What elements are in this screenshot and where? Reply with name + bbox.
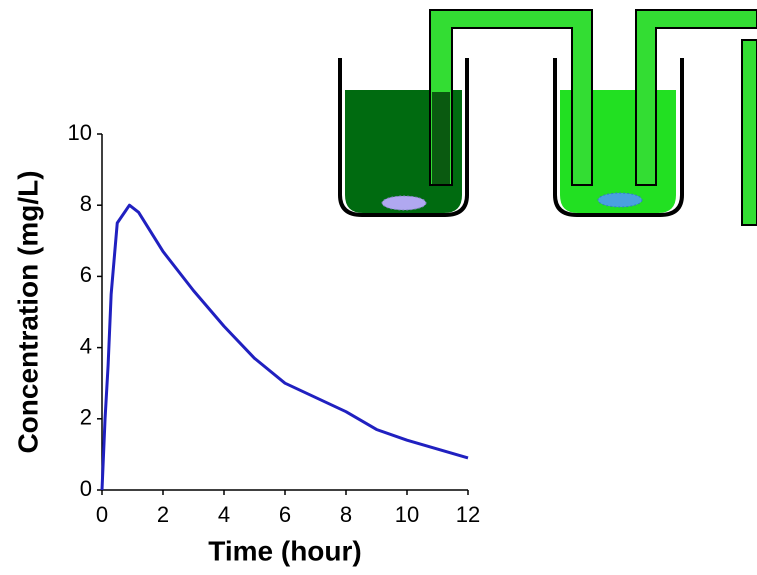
- x-tick-label: 4: [218, 502, 230, 527]
- tube: [741, 39, 757, 226]
- data-line: [100, 203, 469, 491]
- beaker: [553, 58, 684, 217]
- x-axis-label: Time (hour): [208, 535, 361, 566]
- beaker: [338, 58, 469, 217]
- apparatus-diagram: [338, 9, 757, 226]
- x-tick-label: 2: [157, 502, 169, 527]
- y-tick-label: 0: [80, 476, 92, 501]
- y-tick-label: 10: [68, 120, 92, 145]
- x-tick-label: 10: [395, 502, 419, 527]
- pellet: [381, 195, 427, 211]
- y-tick-label: 6: [80, 262, 92, 287]
- x-tick-label: 12: [456, 502, 480, 527]
- pellet: [597, 192, 643, 208]
- y-axis-label: Concentration (mg/L): [12, 170, 43, 453]
- y-tick-label: 4: [80, 333, 92, 358]
- y-tick-label: 2: [80, 405, 92, 430]
- x-tick-label: 0: [96, 502, 108, 527]
- x-tick-label: 6: [279, 502, 291, 527]
- tube-section: [432, 92, 450, 184]
- y-tick-label: 8: [80, 191, 92, 216]
- x-tick-label: 8: [340, 502, 352, 527]
- tube: [635, 9, 757, 186]
